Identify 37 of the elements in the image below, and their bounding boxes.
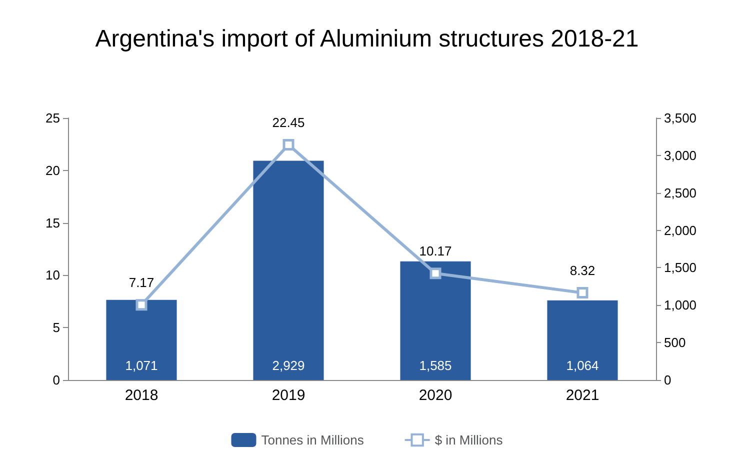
- y-tick-label: 25: [46, 110, 60, 126]
- y-tick-label: 0: [52, 372, 60, 388]
- x-tick-label: 2021: [566, 387, 600, 404]
- x-tick-label: 2018: [124, 387, 158, 404]
- chart-title: Argentina's import of Aluminium structures 2018-21: [95, 26, 639, 52]
- bar: [547, 300, 618, 380]
- y2-tick-label: 3,000: [664, 148, 697, 163]
- y2-tick-label: 500: [664, 335, 686, 350]
- x-tick-label: 2019: [272, 387, 306, 404]
- data-label: 1,071: [125, 358, 158, 373]
- point: [576, 287, 588, 299]
- bar: [400, 261, 471, 380]
- y2-tick-label: 1,500: [664, 260, 697, 276]
- point: [430, 268, 442, 280]
- legend-label: Tonnes in Millions: [261, 432, 364, 448]
- point: [136, 299, 148, 311]
- y-tick-label: 5: [52, 320, 60, 336]
- y-tick-label: 20: [46, 162, 60, 178]
- y2-tick-label: 2,000: [664, 222, 697, 238]
- y2-tick-label: 3,500: [664, 110, 697, 126]
- bar: [253, 160, 324, 380]
- legend-label: $ in Millions: [434, 432, 504, 448]
- data-label: 1,064: [566, 358, 599, 373]
- data-label: 7.17: [128, 275, 154, 290]
- y2-tick-label: 1,000: [664, 298, 697, 313]
- point: [282, 138, 294, 150]
- y-tick-label: 15: [46, 215, 60, 230]
- x-tick-label: 2020: [418, 387, 452, 404]
- y-tick-label: 10: [46, 268, 60, 283]
- data-label: 8.32: [570, 263, 596, 278]
- bar: [106, 300, 177, 380]
- data-label: 2,929: [272, 358, 305, 373]
- data-label: 22.45: [272, 114, 305, 130]
- data-label: 10.17: [419, 244, 452, 259]
- y2-tick-label: 2,500: [664, 185, 697, 200]
- data-label: 1,585: [419, 358, 452, 373]
- y2-tick-label: 0: [664, 372, 672, 388]
